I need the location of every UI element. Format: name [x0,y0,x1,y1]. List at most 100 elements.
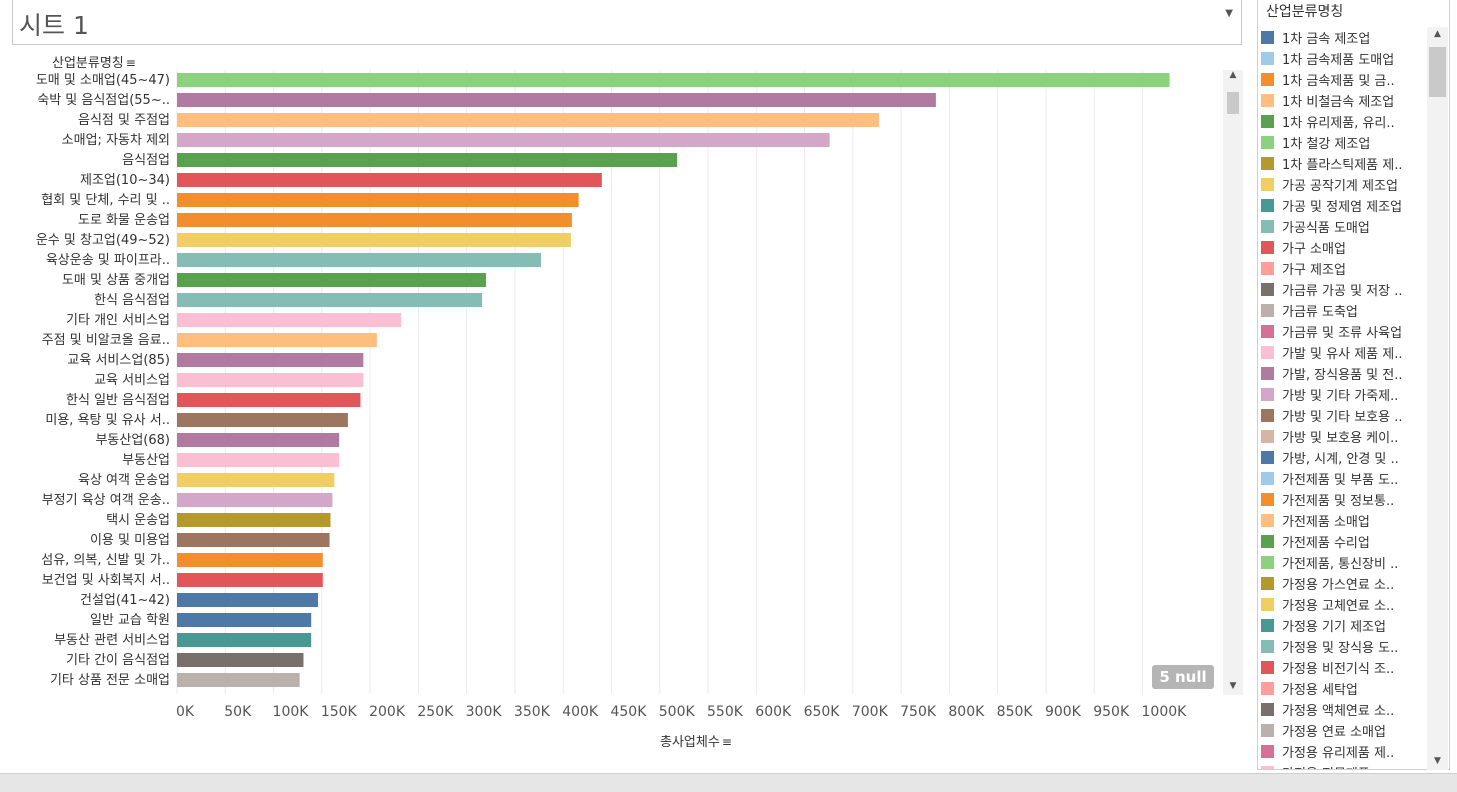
legend-item[interactable]: 1차 비철금속 제조업 [1261,90,1429,111]
legend-item[interactable]: 가방, 시계, 안경 및 .. [1261,447,1429,468]
bar[interactable] [177,653,304,667]
bar[interactable] [177,353,364,367]
legend-item[interactable]: 가정용 기기 제조업 [1261,615,1429,636]
bar[interactable] [177,333,377,347]
category-label[interactable]: 주점 및 비알코올 음료.. [41,333,170,348]
category-label[interactable]: 부동산업(68) [95,433,170,448]
legend-item[interactable]: 가금류 도축업 [1261,300,1429,321]
category-label[interactable]: 기타 간이 음식점업 [66,653,170,668]
legend-item[interactable]: 가정용 고체연료 소.. [1261,594,1429,615]
legend-item[interactable]: 가발 및 유사 제품 제.. [1261,342,1429,363]
bar[interactable] [177,593,318,607]
category-label[interactable]: 부동산 관련 서비스업 [54,633,170,648]
legend-scroll-up-icon[interactable]: ▲ [1434,29,1441,39]
bar[interactable] [177,153,678,167]
bar[interactable] [177,373,364,387]
legend-item[interactable]: 1차 금속제품 및 금.. [1261,69,1429,90]
chart-scroll-thumb[interactable] [1227,92,1239,114]
category-label[interactable]: 건설업(41~42) [79,593,170,608]
legend-item[interactable]: 1차 철강 제조업 [1261,132,1429,153]
legend-item[interactable]: 가정용 세탁업 [1261,678,1429,699]
legend-item[interactable]: 가정용 및 장식용 도.. [1261,636,1429,657]
legend-item[interactable]: 가전제품 소매업 [1261,510,1429,531]
bar[interactable] [177,93,936,107]
x-axis-title[interactable]: 총사업체수 ≡ [660,731,732,750]
bar[interactable] [177,533,330,547]
category-label[interactable]: 교육 서비스업 [94,373,170,388]
category-label[interactable]: 한식 일반 음식점업 [66,393,170,408]
scroll-down-icon[interactable]: ▼ [1229,681,1237,691]
legend-item[interactable]: 가방 및 기타 가죽제.. [1261,384,1429,405]
category-label[interactable]: 소매업; 자동차 제외 [61,133,170,148]
bar[interactable] [177,453,340,467]
category-label[interactable]: 부정기 육상 여객 운송.. [41,493,170,508]
category-label[interactable]: 숙박 및 음식점업(55~.. [37,93,170,108]
category-label[interactable]: 협회 및 단체, 수리 및 .. [41,193,170,208]
legend-scroll-down-icon[interactable]: ▼ [1434,756,1441,766]
legend-item[interactable]: 가공 및 정제염 제조업 [1261,195,1429,216]
title-dropdown-icon[interactable]: ▼ [1225,8,1233,19]
bar[interactable] [177,73,1170,87]
sort-icon[interactable]: ≡ [125,56,136,70]
bar[interactable] [177,433,340,447]
legend-item[interactable]: 1차 플라스틱제품 제.. [1261,153,1429,174]
category-label[interactable]: 도로 화물 운송업 [78,213,170,228]
legend-item[interactable]: 가전제품 수리업 [1261,531,1429,552]
legend-item[interactable]: 가전제품, 통신장비 .. [1261,552,1429,573]
sort-icon[interactable]: ≡ [721,735,732,749]
legend-item[interactable]: 가전제품 및 정보통.. [1261,489,1429,510]
category-label[interactable]: 육상 여객 운송업 [78,473,170,488]
category-label[interactable]: 도매 및 소매업(45~47) [35,73,170,88]
category-label[interactable]: 기타 개인 서비스업 [66,313,170,328]
scroll-up-icon[interactable]: ▲ [1229,70,1237,80]
legend-item[interactable]: 1차 금속 제조업 [1261,27,1429,48]
category-label[interactable]: 미용, 욕탕 및 유사 서.. [45,413,170,428]
category-label[interactable]: 섬유, 의복, 신발 및 가.. [41,553,170,568]
bar[interactable] [177,393,361,407]
bar[interactable] [177,273,486,287]
legend-item[interactable]: 가방 및 보호용 케이.. [1261,426,1429,447]
category-label[interactable]: 운수 및 창고업(49~52) [35,233,170,248]
legend-item[interactable]: 가금류 및 조류 사육업 [1261,321,1429,342]
bar[interactable] [177,173,602,187]
category-label[interactable]: 육상운송 및 파이프라.. [45,253,170,268]
legend-item[interactable]: 1차 유리제품, 유리.. [1261,111,1429,132]
category-label[interactable]: 택시 운송업 [106,513,170,528]
bar[interactable] [177,633,312,647]
category-label[interactable]: 기타 상품 전문 소매업 [49,673,170,688]
legend-item[interactable]: 가정용 가스연료 소.. [1261,573,1429,594]
category-label[interactable]: 부동산업 [122,453,170,468]
category-label[interactable]: 도매 및 상품 중개업 [61,273,170,288]
category-label[interactable]: 음식점 및 주점업 [78,113,170,128]
legend-item[interactable]: 가정용 비전기식 조.. [1261,657,1429,678]
category-label[interactable]: 일반 교습 학원 [89,613,170,628]
legend-item[interactable]: 가정용 액체연료 소.. [1261,699,1429,720]
legend-item[interactable]: 가정용 직물제품.. [1261,762,1429,769]
null-indicator[interactable]: 5 null [1152,665,1214,689]
legend-item[interactable]: 가전제품 및 부품 도.. [1261,468,1429,489]
legend-item[interactable]: 가구 소매업 [1261,237,1429,258]
category-label[interactable]: 교육 서비스업(85) [67,353,170,368]
bar[interactable] [177,133,830,147]
legend-item[interactable]: 가정용 연료 소매업 [1261,720,1429,741]
legend-item[interactable]: 가구 제조업 [1261,258,1429,279]
bar[interactable] [177,613,312,627]
bar[interactable] [177,213,572,227]
legend-item[interactable]: 가공식품 도매업 [1261,216,1429,237]
legend-scroll-thumb[interactable] [1429,47,1446,97]
legend-item[interactable]: 1차 금속제품 도매업 [1261,48,1429,69]
category-label[interactable]: 한식 음식점업 [94,293,170,308]
bar[interactable] [177,473,335,487]
legend-item[interactable]: 가정용 유리제품 제.. [1261,741,1429,762]
category-label[interactable]: 제조업(10~34) [79,173,170,188]
bar[interactable] [177,253,541,267]
legend-item[interactable]: 가공 공작기계 제조업 [1261,174,1429,195]
legend-item[interactable]: 가방 및 기타 보호용 .. [1261,405,1429,426]
bar[interactable] [177,493,333,507]
legend-item[interactable]: 가금류 가공 및 저장 .. [1261,279,1429,300]
category-label[interactable]: 보건업 및 사회복지 서.. [41,573,170,588]
category-label[interactable]: 이용 및 미용업 [89,533,170,548]
chart-scrollbar[interactable]: ▲ ▼ [1223,70,1243,695]
bar[interactable] [177,313,401,327]
bar[interactable] [177,193,579,207]
